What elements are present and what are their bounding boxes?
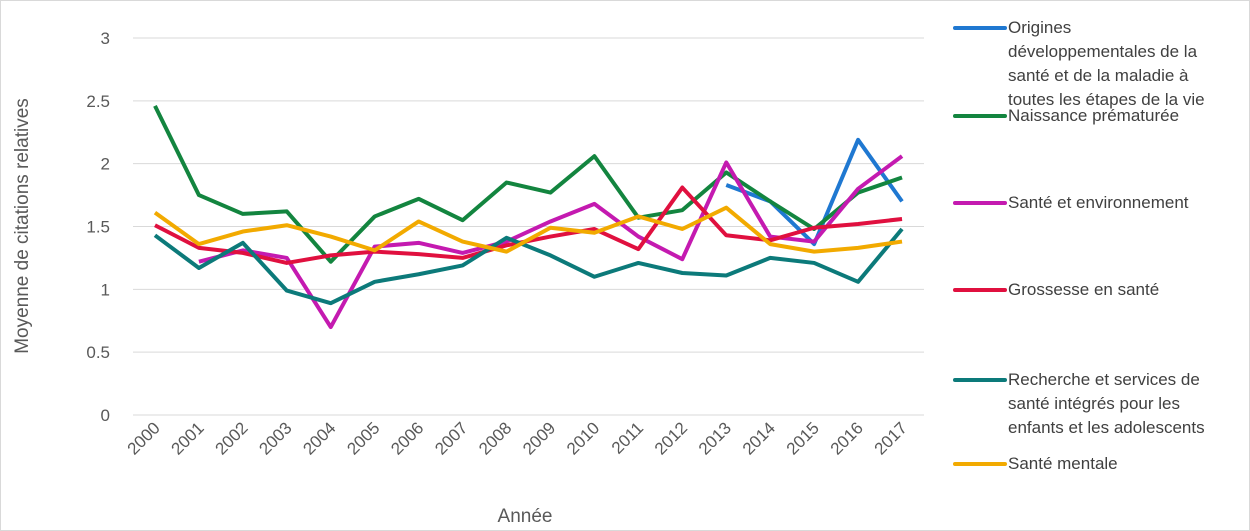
series-line bbox=[154, 185, 903, 265]
y-tick-label: 3 bbox=[101, 29, 110, 48]
x-tick-label: 2015 bbox=[783, 418, 823, 458]
x-tick-label: 2004 bbox=[299, 418, 339, 458]
x-tick-label: 2014 bbox=[739, 418, 779, 458]
series-line bbox=[153, 227, 904, 306]
x-tick-label: 2009 bbox=[519, 418, 559, 458]
y-tick-label: 1 bbox=[101, 280, 110, 299]
y-tick-label: 1.5 bbox=[86, 218, 110, 237]
x-axis-title: Année bbox=[498, 506, 553, 527]
x-tick-label: 2010 bbox=[563, 418, 603, 458]
x-tick-label: 2013 bbox=[695, 418, 735, 458]
x-tick-label: 2011 bbox=[608, 418, 647, 457]
x-tick-label: 2012 bbox=[651, 418, 691, 458]
series-line bbox=[725, 137, 904, 247]
series-line bbox=[153, 104, 903, 264]
y-tick-label: 0.5 bbox=[86, 343, 110, 362]
y-tick-label: 2.5 bbox=[86, 92, 110, 111]
legend-label: Santé et environnement bbox=[1008, 193, 1189, 212]
legend-label: Santé mentale bbox=[1008, 454, 1118, 473]
y-axis-title: Moyenne de citations relatives bbox=[12, 98, 33, 354]
legend-label: Naissance prématurée bbox=[1008, 106, 1180, 125]
x-tick-label: 2008 bbox=[475, 418, 515, 458]
y-tick-label: 0 bbox=[101, 406, 110, 425]
x-tick-label: 2000 bbox=[124, 418, 164, 458]
x-tick-label: 2005 bbox=[343, 418, 383, 458]
legend-label: Origines développementales de la santé e… bbox=[1008, 18, 1205, 109]
x-tick-label: 2016 bbox=[827, 418, 867, 458]
y-tick-label: 2 bbox=[101, 155, 110, 174]
x-tick-label: 2017 bbox=[871, 418, 911, 458]
x-tick-label: 2003 bbox=[255, 418, 295, 458]
legend-label: Grossesse en santé bbox=[1008, 280, 1160, 299]
legend-label: Recherche et services de santé intégrés … bbox=[1008, 370, 1205, 437]
x-tick-label: 2006 bbox=[387, 418, 427, 458]
x-tick-label: 2001 bbox=[168, 418, 208, 458]
series-line bbox=[153, 205, 903, 254]
x-tick-label: 2007 bbox=[431, 418, 471, 458]
x-tick-label: 2002 bbox=[212, 418, 252, 458]
series-line bbox=[198, 154, 904, 330]
